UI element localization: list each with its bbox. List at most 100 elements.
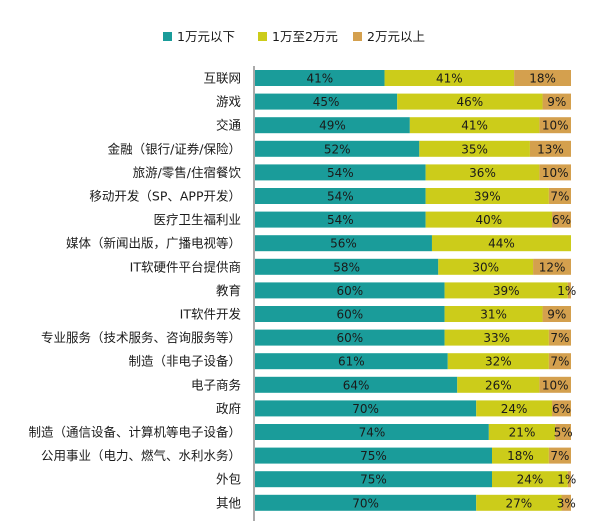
bar-segment-series-1 [255,70,385,86]
value-label: 9% [547,95,566,109]
value-label: 12% [539,260,566,274]
bar-segment-series-2 [488,424,556,440]
bar-segment-series-3 [529,140,571,157]
bar-segment-series-2 [425,164,540,181]
value-label: 45% [313,95,340,109]
bar-segment-series-3 [561,494,571,511]
value-label: 7% [550,190,569,204]
bar-segment-series-3 [548,329,571,346]
category-label: 其他 [216,495,242,510]
value-label: 26% [485,378,512,392]
bar-segment-series-2 [425,188,549,204]
value-label: 44% [488,237,515,251]
category-label: 政府 [216,401,241,416]
category-label: 交通 [216,118,242,133]
value-label: 36% [469,166,496,180]
value-label: 27% [506,496,533,510]
value-label: 39% [493,284,520,298]
bar-segment-series-2 [492,471,568,488]
value-label: 6% [552,213,571,227]
bar-segment-series-1 [255,494,477,511]
bar-segment-series-1 [255,258,439,275]
value-label: 9% [547,308,566,322]
bar-segment-series-2 [476,400,553,417]
bar-segment-series-3 [533,258,571,275]
bar-segment-series-3 [555,424,571,440]
legend-swatch-series-1 [163,32,172,41]
legend-label-series-3: 2万元以上 [367,29,425,44]
bar-segment-series-1 [255,140,420,157]
value-label: 41% [306,72,333,86]
bar-segment-series-2 [492,447,549,464]
value-label: 10% [542,378,569,392]
value-label: 7% [550,449,569,463]
category-label: 外包 [216,472,241,487]
bar-segment-series-2 [476,494,562,511]
legend-swatch-series-3 [353,32,362,41]
value-label: 13% [537,142,564,156]
bar-segment-series-3 [539,164,571,181]
bar-segment-series-3 [514,70,571,86]
value-label: 74% [359,426,386,440]
value-label: 54% [327,190,354,204]
bar-segment-series-1 [255,188,426,204]
bar-segment-series-3 [539,376,571,393]
bar-segment-series-2 [457,376,540,393]
bar-segment-series-3 [567,282,571,299]
category-label: IT软件开发 [180,307,242,322]
bar-segment-series-2 [438,258,534,275]
category-label: 制造（非电子设备） [128,354,241,369]
bar-segment-series-3 [548,188,571,204]
bar-segment-series-2 [397,93,543,110]
value-label: 7% [550,355,569,369]
category-label: 教育 [216,283,241,298]
category-label: 旅游/零售/住宿餐饮 [133,165,242,180]
value-label: 60% [336,284,363,298]
category-label: IT软硬件平台提供商 [130,259,241,274]
value-label: 60% [336,331,363,345]
bar-segment-series-2 [444,306,543,322]
plot-area: 互联网 41% 41% 18% 游戏 45% 46% 9% 交通 49% 41% 10% 金融（银行/证… [28,70,576,511]
legend-label-series-2: 1万至2万元 [272,29,338,44]
bar-segment-series-2 [444,329,549,346]
value-label: 41% [436,72,463,86]
value-label: 46% [457,95,484,109]
bar-segment-series-2 [447,353,549,370]
bar-segment-series-3 [567,471,571,488]
category-label: 制造（通信设备、计算机等电子设备） [28,425,241,440]
bar-segment-series-1 [255,235,432,252]
bar-segment-series-1 [255,282,445,299]
value-label: 10% [542,119,569,133]
bar-segment-series-2 [444,282,568,299]
category-label: 移动开发（SP、APP开发） [89,189,241,204]
bar-segment-series-3 [542,93,571,110]
category-label: 媒体（新闻出版，广播电视等） [66,236,241,251]
value-label: 24% [517,473,544,487]
value-label: 54% [327,166,354,180]
value-label: 1% [557,473,576,487]
value-label: 75% [360,473,387,487]
bar-segment-series-2 [425,211,553,228]
bar-segment-series-3 [552,211,571,228]
value-label: 18% [507,449,534,463]
category-label: 医疗卫生福利业 [153,212,241,227]
value-label: 60% [336,308,363,322]
bar-segment-series-2 [409,117,540,134]
value-label: 70% [352,496,379,510]
bar-segment-series-3 [539,117,571,134]
bar-segment-series-3 [548,353,571,370]
value-label: 61% [338,355,365,369]
category-label: 电子商务 [191,377,241,392]
value-label: 56% [330,237,357,251]
value-label: 18% [529,72,556,86]
bar-segment-series-1 [255,329,445,346]
value-label: 75% [360,449,387,463]
bar-segment-series-3 [542,306,571,322]
value-label: 54% [327,213,354,227]
category-label: 金融（银行/证券/保险） [108,141,241,156]
legend-label-series-1: 1万元以下 [177,29,235,44]
value-label: 33% [483,331,510,345]
category-label: 游戏 [216,94,241,109]
bar-segment-series-1 [255,376,458,393]
